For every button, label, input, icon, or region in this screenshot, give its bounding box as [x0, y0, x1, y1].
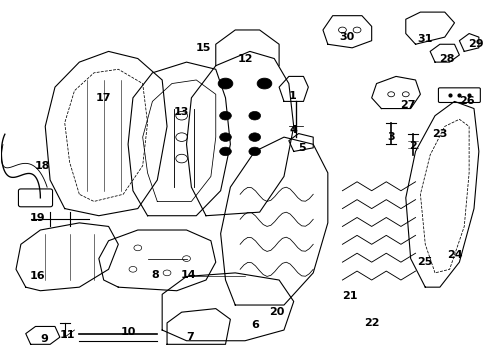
Text: 1: 1 — [289, 91, 296, 101]
Text: 6: 6 — [251, 320, 259, 330]
FancyBboxPatch shape — [19, 189, 52, 207]
Circle shape — [249, 147, 261, 156]
Text: 15: 15 — [196, 43, 211, 53]
Text: 9: 9 — [40, 334, 48, 344]
Text: 13: 13 — [174, 107, 189, 117]
Text: 27: 27 — [400, 100, 416, 110]
Text: 11: 11 — [59, 330, 75, 341]
Text: 18: 18 — [35, 161, 50, 171]
Text: 16: 16 — [30, 271, 46, 282]
Text: 10: 10 — [121, 327, 136, 337]
Text: 22: 22 — [364, 318, 379, 328]
FancyBboxPatch shape — [439, 88, 480, 103]
Text: 12: 12 — [237, 54, 253, 64]
Circle shape — [220, 111, 231, 120]
Text: 25: 25 — [417, 257, 433, 267]
Text: 2: 2 — [409, 141, 417, 151]
Text: 19: 19 — [30, 212, 46, 222]
Text: 23: 23 — [432, 129, 447, 139]
Text: 17: 17 — [96, 93, 111, 103]
Circle shape — [249, 111, 261, 120]
Text: 21: 21 — [342, 291, 358, 301]
Text: 8: 8 — [151, 270, 159, 280]
Text: 31: 31 — [417, 34, 433, 44]
Text: 30: 30 — [340, 32, 355, 42]
Circle shape — [220, 147, 231, 156]
Text: 7: 7 — [187, 332, 195, 342]
Text: 20: 20 — [269, 307, 284, 317]
Text: 3: 3 — [388, 132, 395, 142]
Circle shape — [257, 78, 272, 89]
Text: 29: 29 — [468, 39, 484, 49]
Text: 4: 4 — [290, 125, 297, 135]
Circle shape — [220, 133, 231, 141]
Text: 26: 26 — [459, 96, 474, 107]
Text: 28: 28 — [440, 54, 455, 64]
Circle shape — [218, 78, 233, 89]
Text: 5: 5 — [298, 143, 306, 153]
Circle shape — [249, 133, 261, 141]
Text: 24: 24 — [447, 250, 463, 260]
Text: 14: 14 — [181, 270, 197, 280]
